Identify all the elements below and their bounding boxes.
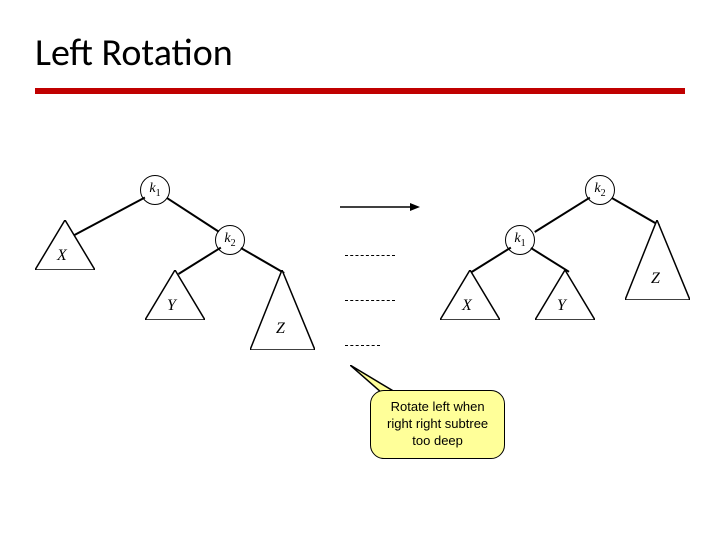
callout-bubble: Rotate left when right right subtree too… bbox=[370, 390, 505, 459]
left-label-y: Y bbox=[167, 297, 176, 315]
right-label-x: X bbox=[462, 297, 472, 315]
right-label-z: Z bbox=[651, 270, 660, 288]
left-label-z: Z bbox=[276, 320, 285, 338]
left-node-k2: k2 bbox=[215, 225, 245, 255]
left-label-x: X bbox=[57, 247, 67, 265]
right-triangle-z bbox=[625, 220, 690, 300]
dashed-line bbox=[345, 255, 395, 256]
right-node-k2: k2 bbox=[585, 175, 615, 205]
page-title: Left Rotation bbox=[35, 30, 233, 76]
left-triangle-z bbox=[250, 270, 315, 350]
edge bbox=[534, 197, 590, 233]
dashed-line bbox=[345, 300, 395, 301]
edge bbox=[531, 247, 570, 272]
dashed-line bbox=[345, 345, 380, 346]
edge bbox=[167, 197, 220, 232]
accent-line bbox=[35, 88, 685, 94]
callout-line1: Rotate left when bbox=[387, 399, 488, 416]
callout-line3: too deep bbox=[387, 433, 488, 450]
right-label-y: Y bbox=[557, 297, 566, 315]
callout-line2: right right subtree bbox=[387, 416, 488, 433]
arrow-icon bbox=[340, 200, 420, 218]
rotation-diagram: k1 k2 X Y Z k2 k1 bbox=[25, 175, 695, 385]
right-node-k1: k1 bbox=[505, 225, 535, 255]
left-node-k1: k1 bbox=[140, 175, 170, 205]
